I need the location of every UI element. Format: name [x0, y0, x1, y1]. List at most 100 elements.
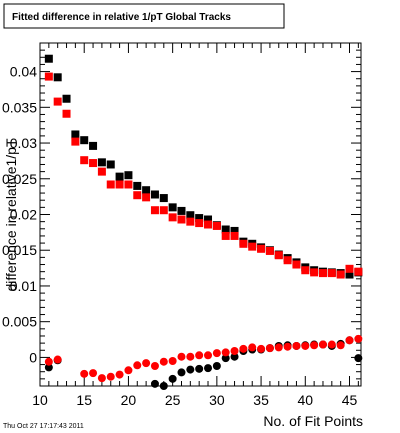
data-point: [221, 348, 230, 357]
x-tick-label: 15: [76, 392, 92, 408]
data-point: [195, 219, 204, 228]
y-tick-label: 0.03: [10, 135, 37, 151]
data-point: [274, 343, 283, 352]
data-point: [177, 352, 186, 361]
data-point: [177, 368, 186, 377]
data-point: [168, 356, 177, 365]
data-point: [327, 269, 336, 278]
chart-title: Fitted difference in relative 1/pT Globa…: [12, 12, 231, 23]
data-point: [212, 221, 221, 230]
data-point: [150, 379, 159, 388]
data-point: [186, 211, 195, 220]
data-point: [345, 336, 354, 345]
data-point: [257, 244, 266, 253]
data-point: [124, 171, 133, 180]
data-point: [186, 365, 195, 374]
data-point: [318, 269, 327, 278]
data-point: [195, 364, 204, 373]
data-point: [115, 180, 124, 189]
data-point: [62, 94, 71, 103]
data-point: [195, 351, 204, 360]
data-point: [80, 369, 89, 378]
data-point: [257, 344, 266, 353]
data-point: [204, 220, 213, 229]
data-point: [177, 206, 186, 215]
data-point: [204, 364, 213, 373]
data-point: [150, 206, 159, 215]
data-point: [142, 193, 151, 202]
y-tick-label: 0.035: [2, 99, 37, 115]
data-point: [89, 141, 98, 150]
data-point: [62, 109, 71, 118]
data-point: [274, 251, 283, 260]
x-tick-label: 30: [209, 392, 225, 408]
data-point: [89, 369, 98, 378]
x-tick-label: 45: [342, 392, 358, 408]
x-tick-label: 10: [32, 392, 48, 408]
y-tick-label: 0: [29, 349, 37, 365]
data-point: [248, 343, 257, 352]
data-point: [301, 341, 310, 350]
data-point: [53, 97, 62, 106]
data-point: [283, 342, 292, 351]
data-point: [204, 351, 213, 360]
data-point: [133, 181, 142, 190]
x-axis: 10 15 20 25 30 35 40 45: [32, 43, 359, 408]
data-point: [345, 264, 354, 273]
data-point: [150, 361, 159, 370]
data-point: [310, 341, 319, 350]
data-point: [80, 156, 89, 165]
data-point: [159, 382, 168, 390]
data-point: [80, 136, 89, 145]
data-point: [115, 370, 124, 379]
data-markers: [44, 54, 363, 390]
data-point: [239, 344, 248, 353]
data-point: [142, 186, 151, 195]
data-point: [283, 256, 292, 265]
data-point: [115, 172, 124, 181]
x-axis-title: No. of Fit Points: [263, 413, 363, 429]
data-point: [106, 160, 115, 169]
x-tick-label: 25: [165, 392, 181, 408]
data-point: [177, 215, 186, 224]
data-point: [230, 352, 239, 361]
data-point: [133, 191, 142, 200]
y-axis-title: difference in relative1/pT: [3, 138, 19, 291]
data-point: [159, 194, 168, 203]
data-point: [89, 159, 98, 168]
data-point: [44, 357, 53, 366]
data-point: [230, 346, 239, 355]
data-point: [168, 213, 177, 222]
data-point: [212, 361, 221, 370]
data-point: [318, 340, 327, 349]
data-point: [221, 231, 230, 240]
data-point: [265, 344, 274, 353]
series-2: [44, 72, 363, 279]
data-point: [336, 270, 345, 279]
data-point: [150, 190, 159, 199]
data-point: [142, 359, 151, 368]
data-point: [106, 180, 115, 189]
data-point: [53, 73, 62, 82]
data-point: [204, 215, 213, 224]
data-point: [221, 225, 230, 234]
data-point: [230, 226, 239, 235]
data-point: [354, 334, 363, 343]
data-point: [44, 72, 53, 81]
y-tick-label: 0.02: [10, 207, 37, 223]
x-tick-label: 35: [253, 392, 269, 408]
y-tick-label: 0.04: [10, 64, 37, 80]
data-point: [44, 54, 53, 63]
title-box: [3, 3, 285, 29]
data-point: [168, 203, 177, 212]
data-point: [186, 352, 195, 361]
data-point: [186, 217, 195, 226]
data-point: [106, 372, 115, 381]
series-4: [44, 334, 363, 383]
data-point: [248, 242, 257, 251]
data-point: [124, 366, 133, 375]
data-point: [301, 266, 310, 275]
data-point: [230, 231, 239, 240]
data-point: [97, 158, 106, 167]
data-point: [97, 374, 106, 383]
